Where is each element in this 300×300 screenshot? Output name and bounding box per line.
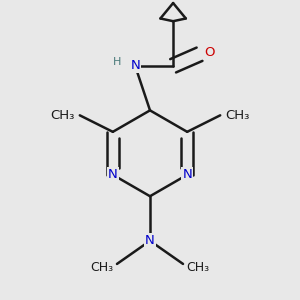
Text: N: N bbox=[145, 234, 155, 247]
Text: CH₃: CH₃ bbox=[50, 109, 75, 122]
Text: CH₃: CH₃ bbox=[186, 261, 209, 274]
Text: O: O bbox=[204, 46, 215, 59]
Text: N: N bbox=[182, 168, 192, 181]
Text: N: N bbox=[108, 168, 118, 181]
Text: H: H bbox=[113, 58, 121, 68]
Text: N: N bbox=[130, 59, 140, 72]
Text: CH₃: CH₃ bbox=[91, 261, 114, 274]
Text: CH₃: CH₃ bbox=[225, 109, 250, 122]
